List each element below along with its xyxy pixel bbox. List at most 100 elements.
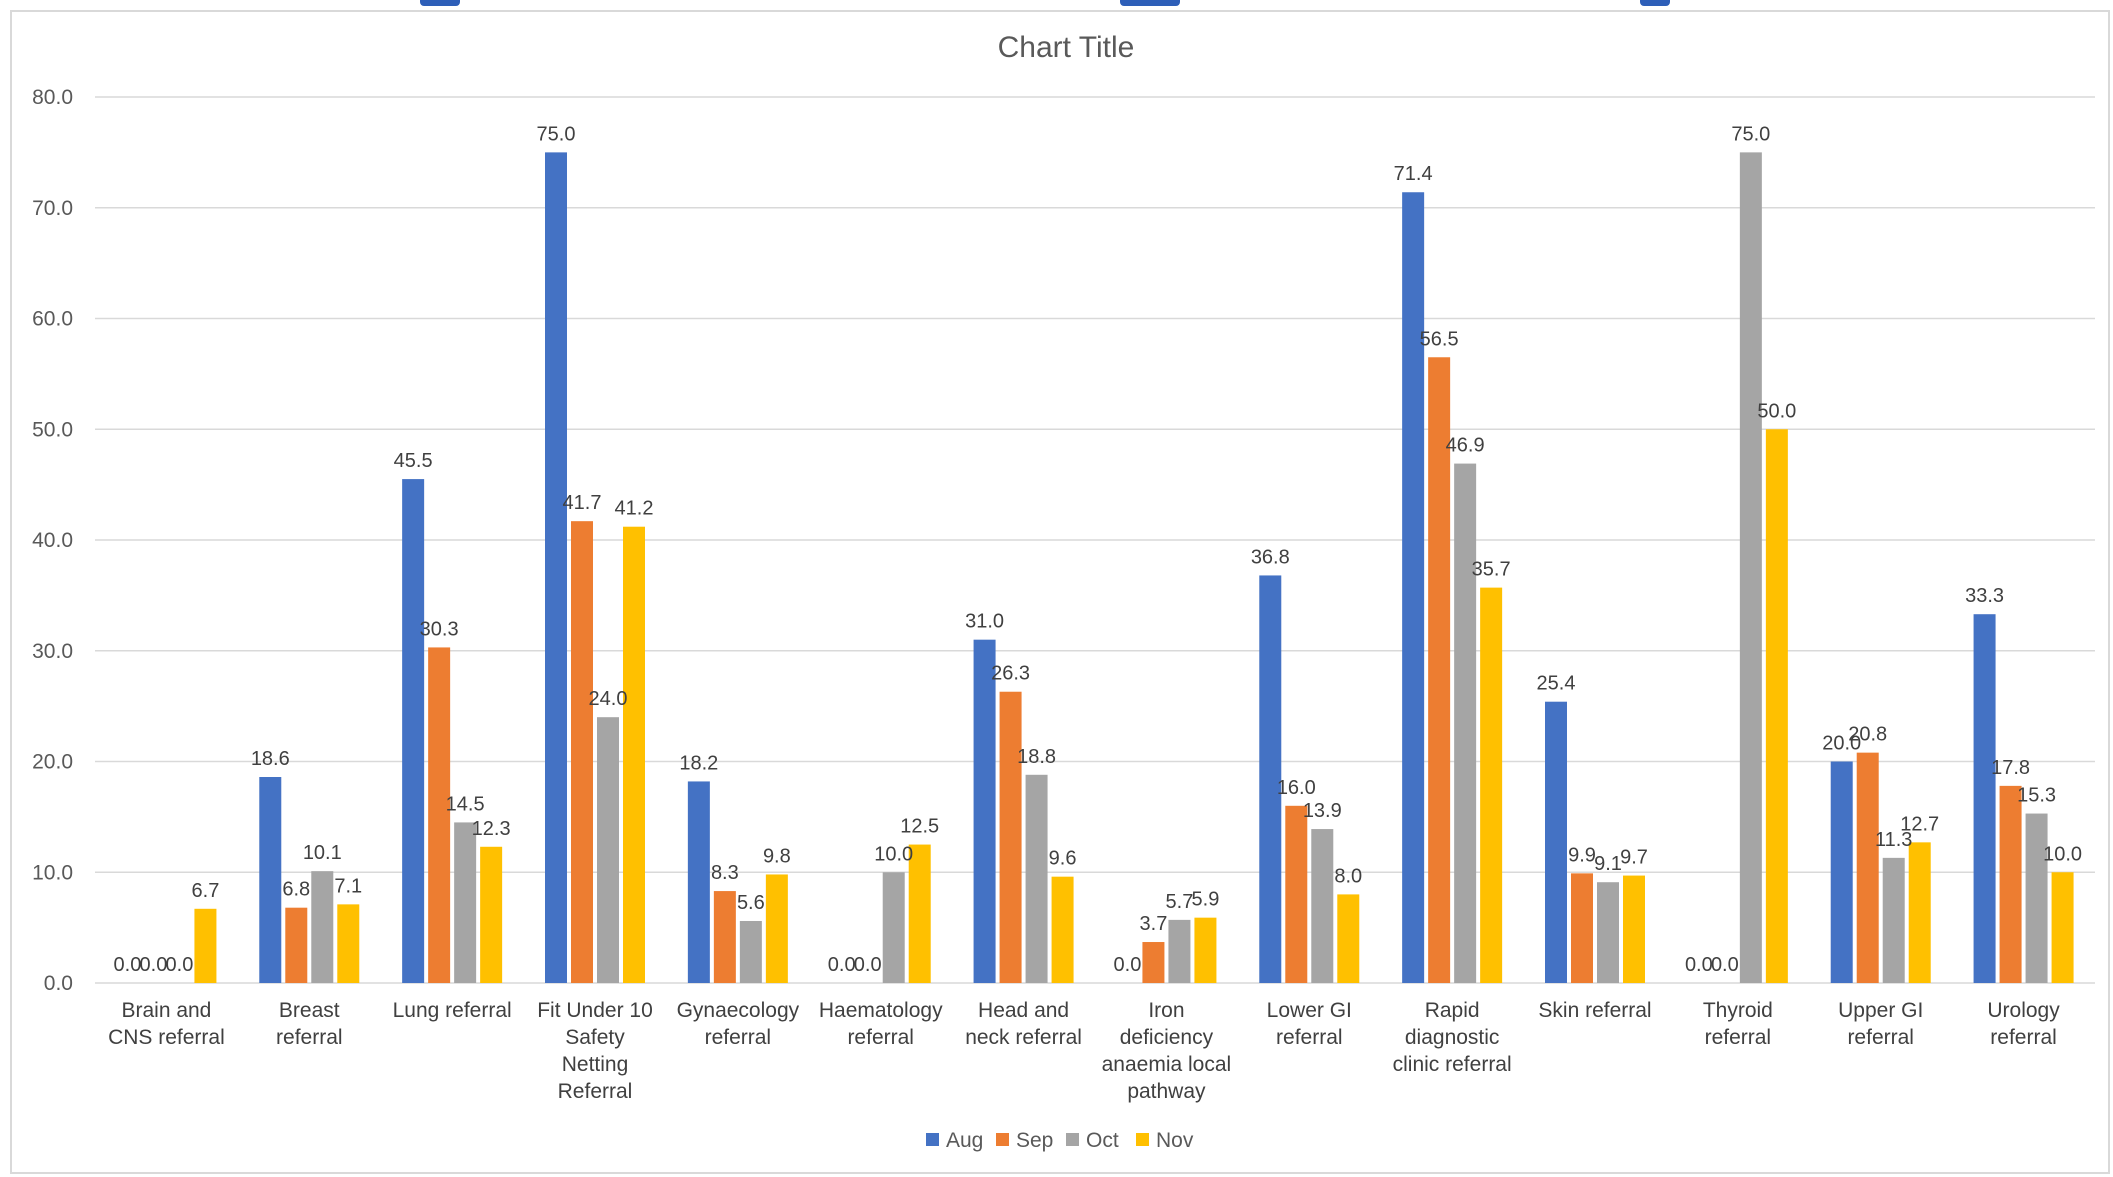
data-label: 26.3 [991, 663, 1030, 685]
legend-swatch-oct [1066, 1133, 1079, 1146]
bar-aug [687, 781, 710, 983]
bar-oct [1454, 463, 1477, 983]
banner-fragment [1640, 0, 1670, 6]
x-axis: Brain and CNS referral Breast referral Lung … [108, 999, 2060, 1103]
y-tick-label: 70.0 [32, 197, 73, 220]
bar-sep [1285, 805, 1308, 983]
category-label: Iron deficiency anaemia local pathway [1102, 999, 1232, 1103]
bar-sep [1428, 357, 1451, 983]
bar-nov [1908, 842, 1931, 983]
bar-nov [1337, 894, 1360, 983]
data-label: 0.0 [854, 954, 882, 976]
bar-oct [454, 822, 477, 983]
data-label: 30.3 [420, 618, 459, 640]
data-label: 16.0 [1277, 777, 1316, 799]
y-tick-label: 80.0 [32, 86, 73, 109]
data-label: 36.8 [1251, 546, 1290, 568]
bar-sep [285, 907, 308, 983]
category-label: Breast referral [276, 999, 343, 1049]
data-label: 0.0 [1114, 954, 1142, 976]
data-label: 50.0 [1757, 400, 1796, 422]
data-label: 75.0 [537, 123, 576, 145]
bar-oct [882, 872, 905, 983]
legend: Aug Sep Oct Nov [926, 1129, 1194, 1152]
bar-oct [1739, 152, 1762, 983]
data-label: 12.7 [1900, 813, 1939, 835]
y-axis: 0.0 10.0 20.0 30.0 40.0 50.0 60.0 70.0 80.0 [32, 86, 73, 995]
data-label: 24.0 [589, 688, 628, 710]
bar-aug [402, 479, 425, 983]
bar-sep [999, 691, 1022, 983]
data-label: 0.0 [828, 954, 856, 976]
data-label: 12.3 [472, 818, 511, 840]
y-tick-label: 40.0 [32, 529, 73, 552]
category-label: Head and neck referral [965, 999, 1082, 1049]
data-label: 5.9 [1192, 889, 1220, 911]
y-tick-label: 0.0 [44, 972, 73, 995]
bar-aug [1830, 761, 1853, 983]
data-label: 35.7 [1472, 559, 1511, 581]
data-label: 6.7 [192, 880, 220, 902]
data-labels: 0.00.00.06.718.66.810.17.145.530.314.512… [114, 123, 2083, 976]
data-label: 9.7 [1620, 847, 1648, 869]
data-label: 18.6 [251, 748, 290, 770]
data-label: 13.9 [1303, 800, 1342, 822]
y-tick-label: 10.0 [32, 861, 73, 884]
data-label: 20.8 [1848, 724, 1887, 746]
data-label: 17.8 [1991, 757, 2030, 779]
data-label: 15.3 [2017, 785, 2056, 807]
bar-sep [571, 521, 593, 983]
data-label: 10.1 [303, 842, 342, 864]
legend-label-oct: Oct [1086, 1129, 1119, 1152]
data-label: 14.5 [446, 793, 485, 815]
data-label: 5.6 [737, 892, 765, 914]
bar-nov [337, 904, 360, 983]
data-label: 56.5 [1420, 328, 1459, 350]
bar-nov [765, 874, 788, 983]
bar-sep [1856, 752, 1879, 983]
bar-nov [1623, 875, 1645, 983]
legend-label-sep: Sep [1016, 1129, 1053, 1152]
data-label: 0.0 [1711, 954, 1739, 976]
data-label: 9.9 [1568, 844, 1596, 866]
category-label: Brain and CNS referral [108, 999, 225, 1049]
bar-nov [194, 908, 217, 983]
data-label: 20.0 [1822, 733, 1861, 755]
bar-oct [1597, 882, 1619, 983]
data-label: 0.0 [140, 954, 168, 976]
header-banner-strip [0, 0, 2113, 6]
category-label: Gynaecology referral [677, 999, 800, 1049]
data-label: 3.7 [1140, 913, 1168, 935]
bar-oct [1168, 919, 1191, 983]
bar-nov [1194, 917, 1217, 983]
bar-aug [1259, 575, 1282, 983]
category-label: Rapid diagnostic clinic referral [1393, 999, 1512, 1076]
bar-aug [545, 152, 567, 983]
data-label: 71.4 [1394, 163, 1433, 185]
data-label: 33.3 [1965, 585, 2004, 607]
data-label: 25.4 [1537, 673, 1576, 695]
data-label: 0.0 [114, 954, 142, 976]
bar-aug [1545, 701, 1567, 983]
data-label: 9.6 [1049, 848, 1077, 870]
bar-sep [1999, 785, 2022, 983]
data-label: 0.0 [1685, 954, 1713, 976]
data-label: 6.8 [282, 879, 310, 901]
bar-sep [428, 647, 451, 983]
bar-nov [1480, 587, 1503, 983]
data-label: 45.5 [394, 450, 433, 472]
data-label: 8.3 [711, 862, 739, 884]
banner-fragment [1120, 0, 1180, 6]
bar-aug [1402, 192, 1425, 983]
category-label: Lower GI referral [1267, 999, 1352, 1049]
bar-aug [259, 777, 282, 983]
bar-oct [2025, 813, 2048, 983]
legend-swatch-aug [926, 1133, 939, 1146]
data-label: 0.0 [166, 954, 194, 976]
category-label: Lung referral [393, 999, 512, 1022]
data-label: 31.0 [965, 611, 1004, 633]
bar-oct [311, 871, 334, 983]
bar-nov [908, 844, 931, 983]
chart-title: Chart Title [998, 31, 1135, 64]
